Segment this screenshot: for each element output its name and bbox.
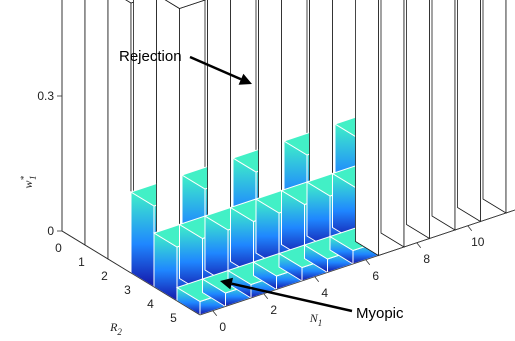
bar-side-face bbox=[355, 0, 379, 257]
z-tick-label: 0 bbox=[47, 224, 54, 238]
n1-tick-mark bbox=[365, 259, 371, 265]
bar bbox=[482, 0, 515, 214]
bar-side-face bbox=[84, 0, 109, 260]
n1-tick-label: 2 bbox=[270, 303, 277, 317]
n1-tick-label: 0 bbox=[219, 320, 226, 334]
bar-side-face bbox=[130, 191, 155, 288]
annotation-layer: Rejection Myopic bbox=[119, 48, 404, 322]
annotation-rejection: Rejection bbox=[119, 48, 182, 65]
r2-tick-label: 2 bbox=[101, 269, 108, 283]
n1-tick-mark bbox=[212, 310, 218, 316]
z-tick-label: 0.3 bbox=[37, 89, 54, 103]
n1-tick-mark bbox=[467, 225, 473, 231]
r2-tick-label: 4 bbox=[147, 297, 154, 311]
r2-tick-label: 5 bbox=[170, 311, 177, 325]
bar-side-face bbox=[380, 0, 405, 248]
r2-axis-label: R2 bbox=[109, 320, 122, 337]
n1-tick-label: 10 bbox=[471, 235, 485, 249]
n1-tick-mark bbox=[263, 293, 269, 299]
bar-side-face bbox=[107, 0, 132, 274]
n1-tick-label: 4 bbox=[321, 286, 328, 300]
r2-tick-label: 0 bbox=[55, 241, 62, 255]
bar-group bbox=[61, 0, 515, 316]
n1-tick-label: 8 bbox=[423, 252, 430, 266]
r2-tick-label: 3 bbox=[124, 283, 131, 297]
bar-side-face bbox=[431, 0, 456, 231]
bar-front-face bbox=[505, 0, 515, 214]
bar-side-face bbox=[482, 0, 507, 214]
n1-tick-mark bbox=[314, 276, 320, 282]
n1-tick-label: 6 bbox=[372, 269, 379, 283]
bar-side-face bbox=[61, 0, 86, 246]
rejection-arrow bbox=[189, 55, 252, 85]
annotation-myopic: Myopic bbox=[356, 305, 404, 322]
myopic-arrow bbox=[220, 277, 353, 313]
bar-top-face bbox=[164, 0, 206, 9]
n1-tick-mark bbox=[416, 242, 422, 248]
n1-axis-label: N1 bbox=[309, 311, 323, 328]
bar-side-face bbox=[457, 0, 481, 223]
z-axis-label: w*1 bbox=[19, 175, 38, 188]
r2-tick-label: 1 bbox=[78, 255, 85, 269]
r2-axis-line bbox=[61, 230, 201, 316]
bar-side-face bbox=[406, 0, 430, 240]
